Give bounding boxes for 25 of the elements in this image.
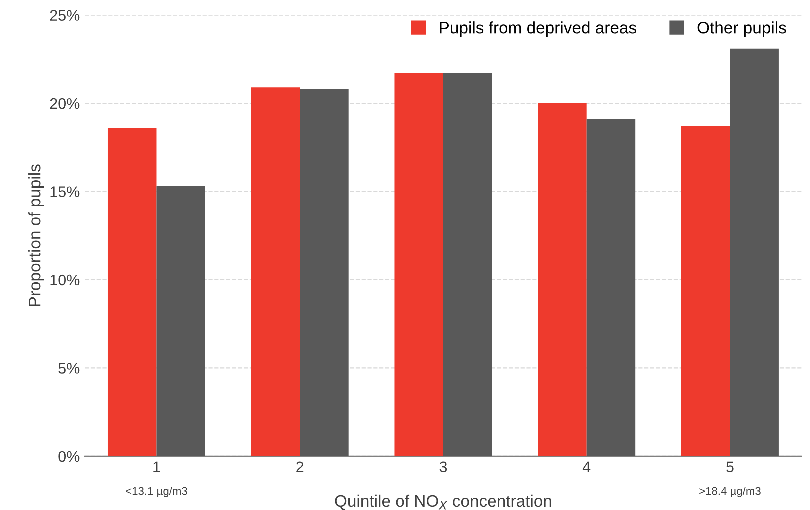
y-tick-label: 5% [58, 363, 80, 374]
x-axis-title: Quintile of NO$_{X}$ concentration [335, 494, 552, 510]
y-tick-label: 15% [50, 186, 80, 198]
bar [300, 89, 349, 456]
bar [586, 119, 636, 456]
x-tick-label: 4 [582, 462, 591, 472]
bar [156, 186, 206, 456]
category-label: 5 >18.4 µg/m3 [700, 462, 761, 498]
bar [251, 88, 300, 456]
x-tick-label: 2 [296, 462, 304, 472]
legend-label: Other pupils [698, 22, 786, 38]
bar [443, 74, 492, 456]
legend-label: Pupils from deprived areas [440, 22, 636, 38]
bar [538, 104, 587, 456]
x-tick-label: 3 [440, 462, 448, 473]
y-tick-label: 20% [50, 98, 80, 110]
y-tick-label: 25% [50, 10, 80, 21]
bar [681, 126, 730, 456]
category-label: 1 <13.1 µg/m3 [126, 462, 188, 498]
y-tick-label: 10% [50, 274, 80, 286]
bar [394, 74, 444, 456]
bar [108, 128, 157, 456]
bar [730, 48, 779, 456]
y-axis-title: Proportion of pupils [28, 164, 44, 306]
y-tick-label: 0% [58, 451, 80, 462]
